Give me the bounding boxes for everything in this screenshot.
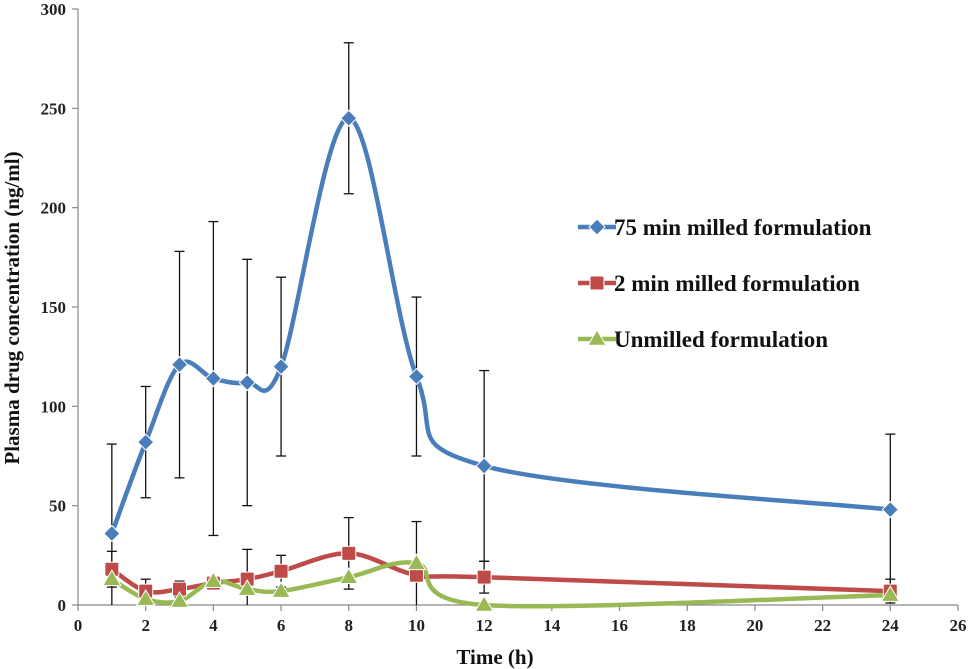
- x-tick-label: 26: [950, 616, 967, 635]
- series-markers: [101, 109, 901, 612]
- legend-label-75-min-milled-formulation: 75 min milled formulation: [614, 215, 872, 240]
- legend-marker-75-min-milled-formulation: [588, 218, 606, 236]
- data-point-unmilled-formulation: [271, 581, 291, 598]
- legend-label-2-min-milled-formulation: 2 min milled formulation: [614, 271, 860, 296]
- x-tick-label: 6: [277, 616, 286, 635]
- data-point-unmilled-formulation: [135, 589, 156, 606]
- x-tick-label: 20: [746, 616, 763, 635]
- series-lines: [109, 116, 891, 609]
- data-point-75-min-milled-formulation: [272, 357, 290, 376]
- data-point-unmilled-formulation: [880, 585, 901, 602]
- x-tick-label: 22: [814, 616, 831, 635]
- data-point-75-min-milled-formulation: [475, 457, 493, 475]
- legend-label-unmilled-formulation: Unmilled formulation: [614, 327, 828, 352]
- data-point-75-min-milled-formulation: [238, 373, 256, 392]
- data-point-2-min-milled-formulation: [341, 545, 357, 561]
- y-tick-label: 0: [58, 596, 67, 615]
- series-line-unmilled-formulation: [110, 560, 891, 609]
- data-point-75-min-milled-formulation: [407, 367, 426, 386]
- data-point-75-min-milled-formulation: [340, 109, 358, 127]
- y-tick-label: 300: [41, 0, 67, 19]
- legend-marker-2-min-milled-formulation: [589, 275, 605, 291]
- y-tick-label: 50: [49, 497, 66, 516]
- data-point-75-min-milled-formulation: [204, 369, 223, 388]
- x-axis-title: Time (h): [456, 645, 533, 669]
- y-tick-label: 200: [41, 199, 67, 218]
- legend: 75 min milled formulation 2 min milled fo…: [578, 215, 872, 352]
- x-tick-label: 2: [141, 616, 150, 635]
- data-point-unmilled-formulation: [237, 579, 258, 596]
- error-bars: [106, 42, 896, 605]
- series-line-2-min-milled-formulation: [110, 551, 891, 595]
- y-axis-title: Plasma drug concentration (ng/ml): [0, 151, 24, 464]
- x-tick-label: 18: [679, 616, 696, 635]
- x-tick-label: 0: [74, 616, 83, 635]
- y-tick-label: 150: [41, 298, 67, 317]
- x-tick-label: 8: [345, 616, 354, 635]
- series-line-75-min-milled-formulation: [109, 116, 891, 535]
- data-point-2-min-milled-formulation: [408, 567, 424, 583]
- data-point-2-min-milled-formulation: [273, 563, 289, 579]
- x-tick-label: 12: [476, 616, 493, 635]
- x-tick-label: 14: [543, 616, 561, 635]
- data-point-unmilled-formulation: [406, 553, 427, 571]
- data-point-75-min-milled-formulation: [170, 355, 189, 374]
- x-tick-label: 10: [408, 616, 425, 635]
- legend-marker-unmilled-formulation: [587, 329, 607, 346]
- data-point-2-min-milled-formulation: [476, 569, 492, 585]
- data-point-75-min-milled-formulation: [881, 500, 900, 519]
- x-tick-label: 16: [611, 616, 628, 635]
- x-tick-label: 4: [209, 616, 218, 635]
- data-point-75-min-milled-formulation: [103, 524, 121, 543]
- x-tick-label: 24: [882, 616, 900, 635]
- data-point-unmilled-formulation: [338, 567, 359, 584]
- y-tick-label: 250: [41, 99, 67, 118]
- data-point-unmilled-formulation: [101, 569, 122, 586]
- data-point-75-min-milled-formulation: [136, 433, 155, 451]
- data-point-unmilled-formulation: [169, 591, 190, 608]
- y-tick-label: 100: [41, 397, 67, 416]
- data-point-unmilled-formulation: [474, 595, 495, 612]
- data-point-unmilled-formulation: [203, 571, 224, 588]
